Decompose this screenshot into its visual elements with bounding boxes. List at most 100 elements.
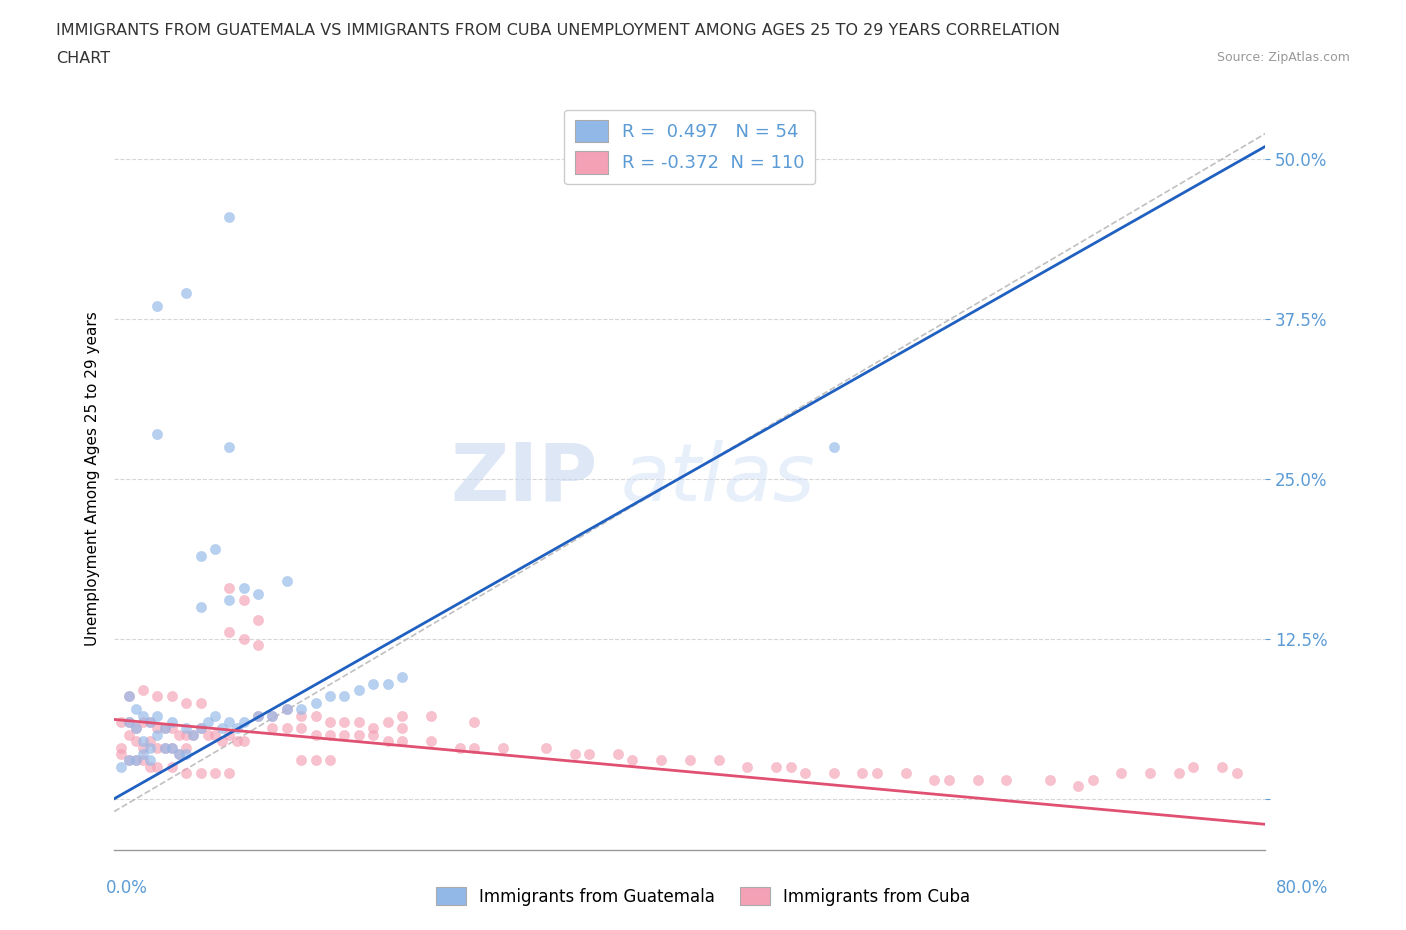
Point [305, 708, 328, 723]
Point [167, 747, 190, 762]
Point [232, 714, 254, 729]
Point [160, 714, 183, 729]
Point [190, 721, 212, 736]
Point [218, 593, 240, 608]
Point [578, 747, 600, 762]
Legend: R =  0.497   N = 54, R = -0.372  N = 110: R = 0.497 N = 54, R = -0.372 N = 110 [564, 110, 815, 184]
Point [153, 740, 176, 755]
Point [132, 714, 155, 729]
Point [463, 714, 485, 729]
Point [225, 734, 247, 749]
Point [894, 765, 917, 780]
Point [183, 727, 205, 742]
Point [290, 721, 312, 736]
Point [204, 765, 226, 780]
Point [851, 765, 873, 780]
Point [347, 727, 370, 742]
Text: IMMIGRANTS FROM GUATEMALA VS IMMIGRANTS FROM CUBA UNEMPLOYMENT AMONG AGES 25 TO : IMMIGRANTS FROM GUATEMALA VS IMMIGRANTS … [56, 23, 1060, 38]
Point [160, 689, 183, 704]
Point [139, 759, 162, 774]
Text: Source: ZipAtlas.com: Source: ZipAtlas.com [1216, 51, 1350, 64]
Point [132, 708, 155, 723]
Point [117, 753, 139, 768]
Point [377, 714, 399, 729]
Point [190, 549, 212, 564]
Text: atlas: atlas [620, 440, 815, 518]
Point [319, 753, 342, 768]
Point [190, 765, 212, 780]
Point [160, 721, 183, 736]
Point [333, 714, 356, 729]
Point [606, 747, 628, 762]
Point [146, 740, 169, 755]
Point [146, 689, 169, 704]
Point [146, 759, 169, 774]
Point [319, 689, 342, 704]
Point [218, 727, 240, 742]
Point [174, 721, 197, 736]
Point [290, 753, 312, 768]
Point [125, 753, 148, 768]
Point [125, 721, 148, 736]
Legend: Immigrants from Guatemala, Immigrants from Cuba: Immigrants from Guatemala, Immigrants fr… [429, 881, 977, 912]
Point [419, 708, 441, 723]
Point [305, 753, 328, 768]
Point [153, 721, 176, 736]
Point [125, 734, 148, 749]
Point [247, 638, 270, 653]
Point [225, 721, 247, 736]
Text: CHART: CHART [56, 51, 110, 66]
Point [1226, 765, 1249, 780]
Point [377, 734, 399, 749]
Point [765, 759, 787, 774]
Point [110, 759, 132, 774]
Point [276, 721, 298, 736]
Point [361, 727, 384, 742]
Point [110, 747, 132, 762]
Point [190, 721, 212, 736]
Point [966, 772, 988, 787]
Point [204, 727, 226, 742]
Point [247, 587, 270, 602]
Point [737, 759, 759, 774]
Point [276, 702, 298, 717]
Point [139, 740, 162, 755]
Point [823, 765, 845, 780]
Point [276, 574, 298, 589]
Text: 0.0%: 0.0% [105, 879, 148, 897]
Point [132, 734, 155, 749]
Point [117, 689, 139, 704]
Point [139, 753, 162, 768]
Point [139, 714, 162, 729]
Point [276, 702, 298, 717]
Point [1111, 765, 1133, 780]
Point [564, 747, 586, 762]
Point [132, 740, 155, 755]
Point [391, 708, 413, 723]
Point [1182, 759, 1205, 774]
Point [218, 625, 240, 640]
Point [823, 440, 845, 455]
Point [463, 740, 485, 755]
Point [361, 676, 384, 691]
Point [361, 721, 384, 736]
Point [132, 683, 155, 698]
Point [174, 286, 197, 301]
Point [204, 542, 226, 557]
Point [621, 753, 644, 768]
Point [160, 759, 183, 774]
Point [117, 714, 139, 729]
Point [190, 600, 212, 615]
Point [305, 727, 328, 742]
Point [146, 299, 169, 313]
Point [347, 683, 370, 698]
Point [1139, 765, 1161, 780]
Point [924, 772, 946, 787]
Point [232, 734, 254, 749]
Point [391, 670, 413, 684]
Point [117, 727, 139, 742]
Point [247, 708, 270, 723]
Point [117, 689, 139, 704]
Point [290, 708, 312, 723]
Point [153, 721, 176, 736]
